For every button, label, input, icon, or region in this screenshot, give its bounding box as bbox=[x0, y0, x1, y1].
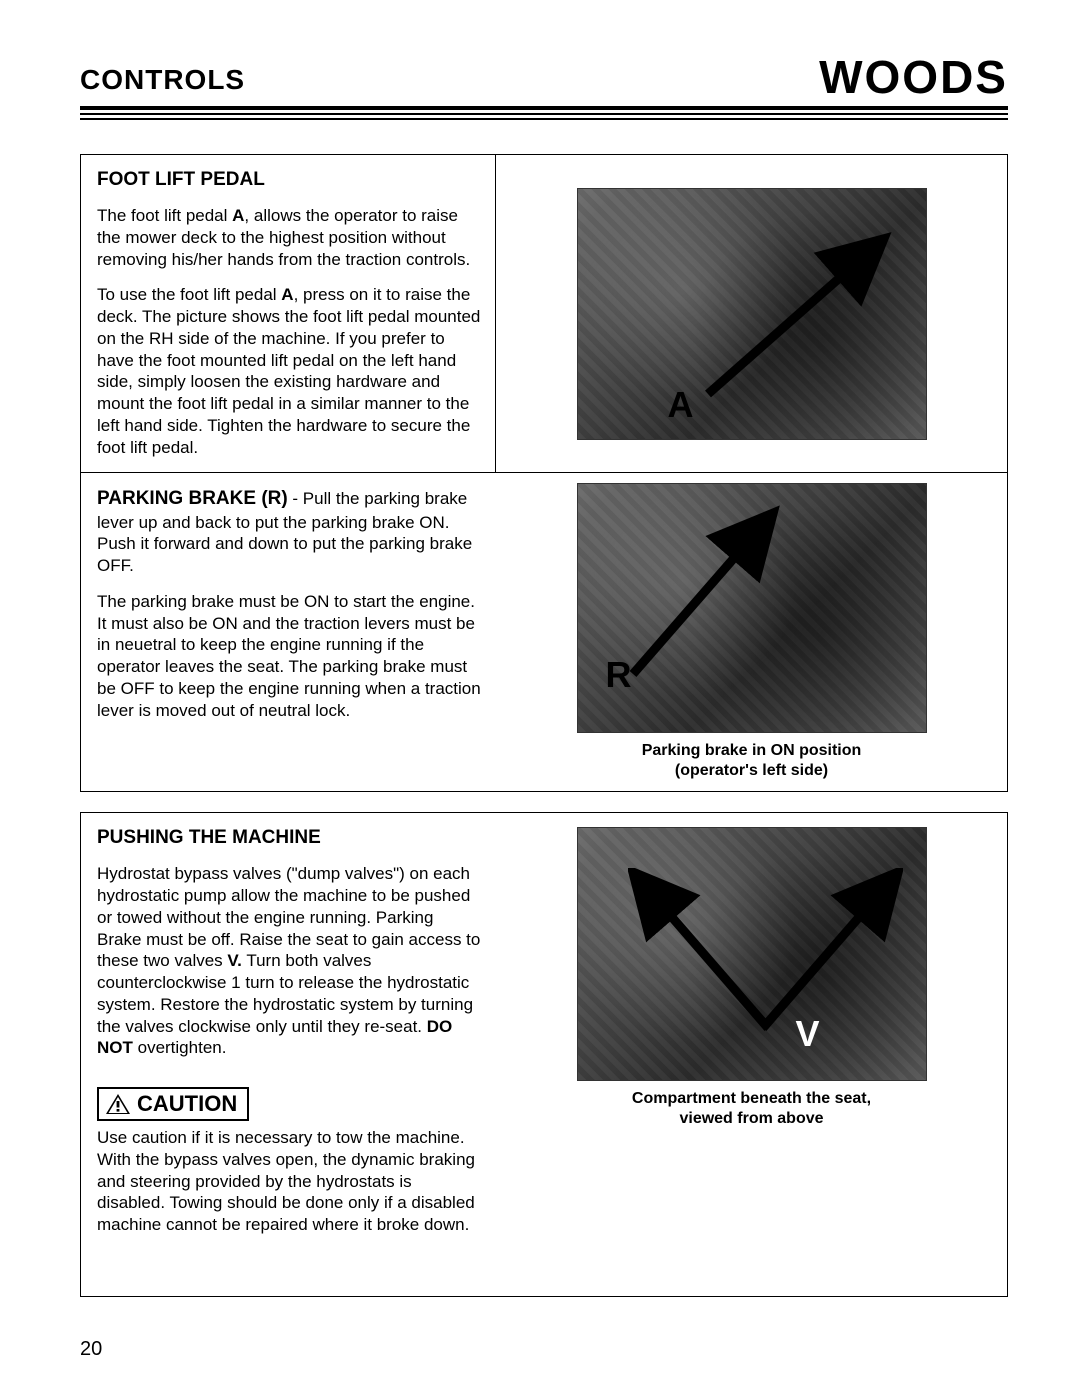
section1-text-block: FOOT LIFT PEDAL The foot lift pedal A, a… bbox=[81, 155, 496, 472]
section1-para2-post: , press on it to raise the deck. The pic… bbox=[97, 285, 480, 456]
section2-caption: Parking brake in ON position (operator's… bbox=[642, 741, 862, 781]
panel-foot-lift-and-brake: FOOT LIFT PEDAL The foot lift pedal A, a… bbox=[80, 154, 1008, 792]
section3-caption-l2: viewed from above bbox=[679, 1110, 823, 1127]
section3-heading: PUSHING THE MACHINE bbox=[97, 827, 482, 849]
section-parking-brake: PARKING BRAKE (R) - Pull the parking bra… bbox=[81, 473, 1007, 791]
caution-box: CAUTION bbox=[97, 1087, 249, 1121]
section1-para1-bold: A bbox=[232, 206, 244, 225]
section-foot-lift-pedal: FOOT LIFT PEDAL The foot lift pedal A, a… bbox=[81, 155, 1007, 472]
section1-image-block: A bbox=[496, 155, 1007, 472]
section2-image-block: R Parking brake in ON position (operator… bbox=[496, 473, 1007, 791]
section1-para2-pre: To use the foot lift pedal bbox=[97, 285, 281, 304]
section2-heading-bold: PARKING BRAKE (R) bbox=[97, 488, 288, 509]
arrow-V-right-icon bbox=[743, 868, 903, 1048]
arrow-A-icon bbox=[698, 229, 898, 409]
section2-para1: PARKING BRAKE (R) - Pull the parking bra… bbox=[97, 487, 482, 577]
section3-para2: Use caution if it is necessary to tow th… bbox=[97, 1127, 482, 1236]
brand-logo-text: WOODS bbox=[819, 50, 1008, 104]
caution-label: CAUTION bbox=[137, 1091, 237, 1117]
section1-para2-bold: A bbox=[281, 285, 293, 304]
image-label-V: V bbox=[796, 1013, 820, 1055]
section3-para1: Hydrostat bypass valves ("dump valves") … bbox=[97, 863, 482, 1059]
section3-text-block: PUSHING THE MACHINE Hydrostat bypass val… bbox=[81, 813, 496, 1296]
section2-para2: The parking brake must be ON to start th… bbox=[97, 591, 482, 722]
section2-caption-l2: (operator's left side) bbox=[675, 762, 828, 779]
image-label-A: A bbox=[668, 384, 694, 426]
section2-text-block: PARKING BRAKE (R) - Pull the parking bra… bbox=[81, 473, 496, 791]
photo-parking-brake: R bbox=[577, 483, 927, 733]
image-label-R: R bbox=[606, 654, 632, 696]
section-title: CONTROLS bbox=[80, 64, 245, 96]
panel-pushing-machine: PUSHING THE MACHINE Hydrostat bypass val… bbox=[80, 812, 1008, 1297]
section3-image-block: V Compartment beneath the seat, viewed f… bbox=[496, 813, 1007, 1296]
page-header: CONTROLS WOODS bbox=[80, 50, 1008, 96]
photo-bypass-valves: V bbox=[577, 827, 927, 1081]
header-rules bbox=[80, 106, 1008, 120]
section-pushing-machine: PUSHING THE MACHINE Hydrostat bypass val… bbox=[81, 813, 1007, 1296]
section3-para1-post: overtighten. bbox=[133, 1038, 227, 1057]
section3-caption-l1: Compartment beneath the seat, bbox=[632, 1090, 871, 1107]
section1-para1: The foot lift pedal A, allows the operat… bbox=[97, 205, 481, 270]
photo-foot-lift-pedal: A bbox=[577, 188, 927, 440]
section2-caption-l1: Parking brake in ON position bbox=[642, 742, 862, 759]
section1-para1-pre: The foot lift pedal bbox=[97, 206, 232, 225]
arrow-R-icon bbox=[618, 504, 798, 684]
section3-caption: Compartment beneath the seat, viewed fro… bbox=[632, 1089, 871, 1129]
section3-para1-bold-v: V. bbox=[227, 951, 242, 970]
section1-para2: To use the foot lift pedal A, press on i… bbox=[97, 284, 481, 458]
section1-heading: FOOT LIFT PEDAL bbox=[97, 169, 481, 191]
warning-triangle-icon bbox=[105, 1093, 131, 1115]
page-number: 20 bbox=[80, 1338, 102, 1361]
